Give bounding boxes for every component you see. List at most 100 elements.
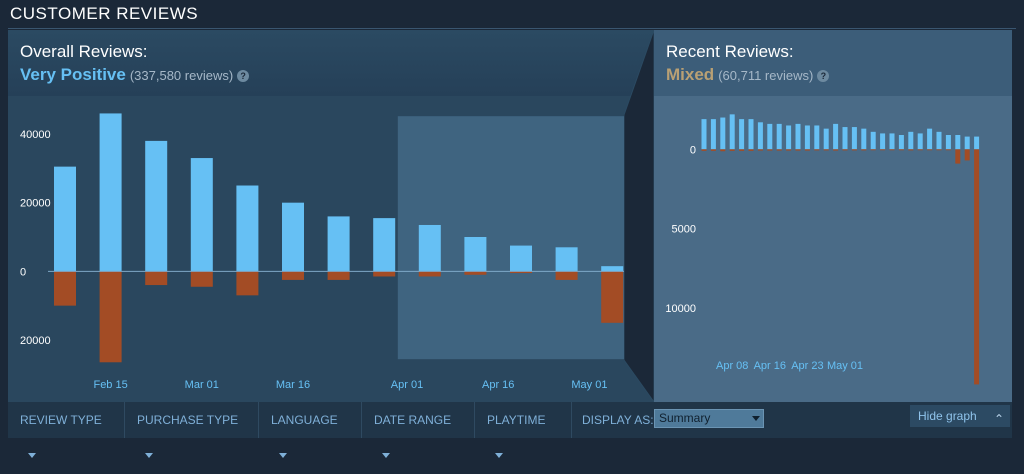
positive-bar: [927, 128, 933, 150]
language-filter[interactable]: LANGUAGE: [259, 402, 362, 458]
y-tick-label: 0: [690, 144, 696, 156]
chevron-down-icon: [752, 416, 760, 421]
positive-bar: [190, 158, 213, 272]
review-type-label: REVIEW TYPE: [20, 413, 102, 427]
positive-bar: [870, 131, 876, 150]
section-divider: [8, 28, 1016, 29]
overall-reviews-label: Overall Reviews:: [20, 42, 148, 61]
positive-bar: [757, 122, 763, 150]
positive-bar: [54, 166, 76, 272]
positive-bar: [739, 119, 745, 150]
negative-bar: [851, 149, 857, 151]
positive-bar: [880, 133, 886, 150]
positive-bar: [917, 133, 923, 150]
chevron-down-icon: [28, 453, 36, 458]
chevron-down-icon: [279, 453, 287, 458]
x-tick-label: Apr 16: [754, 360, 786, 372]
y-tick-label: 40000: [20, 129, 51, 141]
chevron-down-icon: [495, 453, 503, 458]
purchase-type-filter[interactable]: PURCHASE TYPE: [125, 402, 259, 458]
date-range-label: DATE RANGE: [374, 413, 452, 427]
overall-reviews-chart[interactable]: 40000 20000 0 20000 Feb 15 Mar 01 Mar 16 Apr 01…: [8, 96, 654, 402]
negative-bar: [776, 149, 782, 151]
positive-bar: [804, 125, 810, 150]
negative-bar: [814, 149, 820, 151]
x-tick-label: Mar 01: [185, 379, 219, 391]
negative-bar: [739, 149, 745, 151]
hide-graph-button[interactable]: Hide graph ⌃: [910, 405, 1010, 427]
chevron-down-icon: [382, 453, 390, 458]
negative-bar: [889, 149, 895, 151]
positive-bar: [282, 202, 304, 272]
recent-help-icon[interactable]: ?: [817, 70, 830, 82]
recent-review-count: (60,711 reviews): [718, 68, 814, 83]
positive-bar: [814, 125, 820, 150]
negative-bar: [833, 149, 839, 151]
negative-bar: [823, 149, 829, 151]
positive-bar: [729, 114, 735, 150]
positive-bar: [786, 125, 792, 150]
positive-bar: [418, 224, 441, 272]
positive-bar: [767, 123, 773, 150]
recent-summary-text: Mixed: [666, 65, 715, 84]
review-type-filter[interactable]: REVIEW TYPE: [8, 402, 125, 458]
negative-bar: [418, 271, 441, 277]
negative-bar: [99, 271, 122, 363]
display-as-label: DISPLAY AS:: [582, 413, 654, 427]
x-tick-label: Apr 01: [391, 379, 423, 391]
x-tick-label: May 01: [827, 360, 863, 372]
positive-bar: [701, 119, 707, 150]
negative-bar: [861, 149, 867, 151]
positive-bar: [710, 119, 716, 150]
y-tick-label: 20000: [20, 335, 51, 347]
negative-bar: [917, 149, 923, 151]
positive-bar: [974, 136, 980, 150]
date-range-filter[interactable]: DATE RANGE: [362, 402, 475, 458]
negative-bar: [908, 149, 914, 151]
positive-bar: [748, 119, 754, 150]
overall-reviews-header: Overall Reviews: Very Positive (337,580 r…: [8, 30, 654, 96]
negative-bar: [880, 149, 886, 151]
recent-summary: Mixed (60,711 reviews)?: [666, 65, 830, 85]
positive-bar: [955, 135, 961, 150]
positive-bar: [851, 127, 857, 150]
positive-bar: [464, 237, 487, 272]
display-as-select[interactable]: Summary: [654, 409, 764, 428]
positive-bar: [99, 113, 122, 272]
playtime-label: PLAYTIME: [487, 413, 546, 427]
language-label: LANGUAGE: [271, 413, 338, 427]
negative-bar: [795, 149, 801, 151]
positive-bar: [842, 127, 848, 150]
negative-bar: [898, 149, 904, 151]
purchase-type-label: PURCHASE TYPE: [137, 413, 239, 427]
x-tick-label: May 01: [571, 379, 607, 391]
negative-bar: [945, 149, 951, 151]
overall-review-count: (337,580 reviews): [129, 68, 234, 83]
negative-bar: [842, 149, 848, 151]
positive-bar: [861, 128, 867, 150]
overall-help-icon[interactable]: ?: [237, 70, 250, 82]
section-title: CUSTOMER REVIEWS: [10, 4, 199, 23]
positive-bar: [964, 136, 970, 150]
recent-reviews-chart[interactable]: 0 5000 10000 Apr 08 Apr 16 Apr 23 May 01: [654, 96, 1012, 402]
overall-summary-text: Very Positive: [20, 65, 126, 84]
negative-bar: [54, 271, 76, 306]
negative-bar: [190, 271, 213, 287]
recent-reviews-panel: Recent Reviews: Mixed (60,711 reviews)? 0…: [654, 30, 1012, 402]
positive-bar: [889, 133, 895, 150]
recent-reviews-header: Recent Reviews: Mixed (60,711 reviews)?: [654, 30, 1012, 96]
zoom-connector: [624, 30, 654, 402]
negative-bar: [729, 149, 735, 151]
playtime-filter[interactable]: PLAYTIME: [475, 402, 572, 458]
positive-bar: [145, 140, 168, 272]
x-tick-label: Apr 16: [482, 379, 514, 391]
negative-bar: [804, 149, 810, 151]
negative-bar: [282, 271, 304, 280]
negative-bar: [927, 149, 933, 151]
negative-bar: [767, 149, 773, 151]
positive-bar: [936, 131, 942, 150]
negative-bar: [955, 149, 961, 164]
negative-bar: [870, 149, 876, 151]
negative-bar: [964, 149, 970, 161]
negative-bar: [748, 149, 754, 151]
